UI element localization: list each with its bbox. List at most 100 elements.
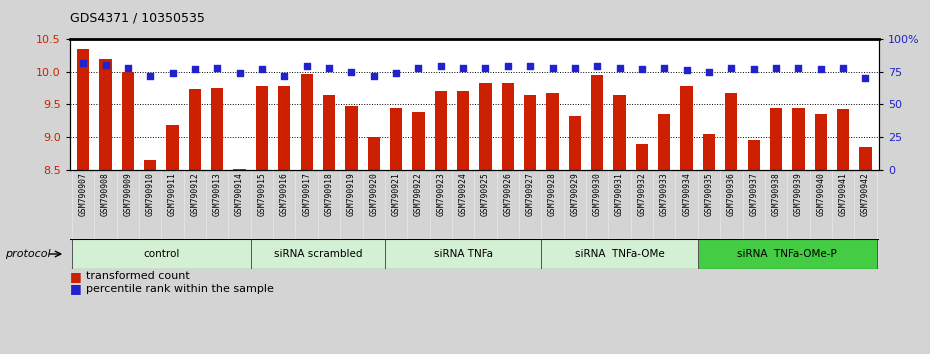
Bar	[367, 137, 379, 170]
Bar	[658, 114, 671, 170]
Text: protocol: protocol	[5, 249, 50, 259]
Text: GSM790937: GSM790937	[750, 172, 758, 216]
Bar	[770, 108, 782, 170]
Point	[790, 65, 805, 70]
Text: GSM790913: GSM790913	[213, 172, 221, 216]
Text: GSM790910: GSM790910	[146, 172, 154, 216]
Bar	[300, 74, 312, 170]
Bar	[698, 239, 877, 269]
Text: GSM790907: GSM790907	[79, 172, 87, 216]
Bar	[412, 112, 425, 170]
Bar	[251, 239, 385, 269]
Text: GSM790939: GSM790939	[794, 172, 803, 216]
Bar	[569, 115, 581, 170]
Point	[210, 65, 225, 70]
Bar	[166, 125, 179, 170]
Text: siRNA TNFa: siRNA TNFa	[433, 249, 493, 259]
Point	[746, 66, 761, 72]
Bar	[725, 93, 737, 170]
Text: GSM790942: GSM790942	[861, 172, 870, 216]
Bar	[323, 95, 335, 170]
Point	[366, 73, 381, 79]
Bar	[122, 72, 134, 170]
Point	[523, 64, 538, 69]
Point	[701, 69, 716, 74]
Bar	[614, 95, 626, 170]
Text: GSM790915: GSM790915	[258, 172, 267, 216]
Point	[143, 73, 158, 79]
Bar	[72, 239, 251, 269]
Bar	[144, 160, 156, 170]
Bar	[278, 86, 290, 170]
Point	[590, 64, 604, 69]
Point	[433, 64, 448, 69]
Point	[634, 66, 649, 72]
Text: GSM790908: GSM790908	[101, 172, 110, 216]
Text: GSM790914: GSM790914	[235, 172, 244, 216]
Text: GSM790920: GSM790920	[369, 172, 379, 216]
Text: GSM790911: GSM790911	[168, 172, 177, 216]
Bar	[547, 93, 559, 170]
Text: GSM790916: GSM790916	[280, 172, 289, 216]
Text: GSM790909: GSM790909	[124, 172, 132, 216]
Bar	[211, 88, 223, 170]
Text: GSM790922: GSM790922	[414, 172, 423, 216]
Bar	[77, 49, 89, 170]
Text: GSM790933: GSM790933	[659, 172, 669, 216]
Bar	[457, 91, 470, 170]
Point	[814, 66, 829, 72]
Point	[299, 64, 314, 69]
Bar	[859, 147, 871, 170]
Bar	[390, 108, 402, 170]
Bar	[256, 86, 268, 170]
Bar	[501, 83, 514, 170]
Text: transformed count: transformed count	[86, 271, 191, 281]
Point	[411, 65, 426, 70]
Text: ■: ■	[70, 282, 82, 295]
Point	[836, 65, 851, 70]
Point	[232, 70, 247, 76]
Point	[724, 65, 738, 70]
Text: GSM790923: GSM790923	[436, 172, 445, 216]
Text: GSM790935: GSM790935	[705, 172, 713, 216]
Bar	[345, 107, 357, 170]
Point	[545, 65, 560, 70]
Bar	[524, 95, 537, 170]
Text: percentile rank within the sample: percentile rank within the sample	[86, 284, 274, 293]
Text: GSM790921: GSM790921	[392, 172, 401, 216]
Bar	[792, 108, 804, 170]
Point	[500, 64, 515, 69]
Text: GSM790931: GSM790931	[615, 172, 624, 216]
Bar	[479, 83, 492, 170]
Bar	[636, 144, 648, 170]
Text: control: control	[143, 249, 179, 259]
Bar	[434, 91, 447, 170]
Point	[389, 70, 404, 76]
Text: GSM790919: GSM790919	[347, 172, 356, 216]
Point	[120, 65, 135, 70]
Bar	[233, 169, 246, 170]
Text: ■: ■	[70, 270, 82, 282]
Point	[612, 65, 627, 70]
Text: GSM790941: GSM790941	[839, 172, 847, 216]
Bar	[385, 239, 541, 269]
Point	[188, 66, 203, 72]
Bar	[681, 86, 693, 170]
Text: GSM790929: GSM790929	[570, 172, 579, 216]
Point	[255, 66, 270, 72]
Point	[768, 65, 783, 70]
Point	[98, 62, 113, 68]
Point	[679, 68, 694, 73]
Point	[75, 60, 90, 65]
Bar	[541, 239, 698, 269]
Text: GSM790940: GSM790940	[817, 172, 825, 216]
Point	[456, 65, 471, 70]
Point	[344, 69, 359, 74]
Text: GSM790912: GSM790912	[191, 172, 199, 216]
Text: GSM790924: GSM790924	[458, 172, 468, 216]
Text: GSM790934: GSM790934	[682, 172, 691, 216]
Text: GSM790925: GSM790925	[481, 172, 490, 216]
Point	[166, 70, 180, 76]
Text: GSM790927: GSM790927	[525, 172, 535, 216]
Point	[858, 75, 873, 81]
